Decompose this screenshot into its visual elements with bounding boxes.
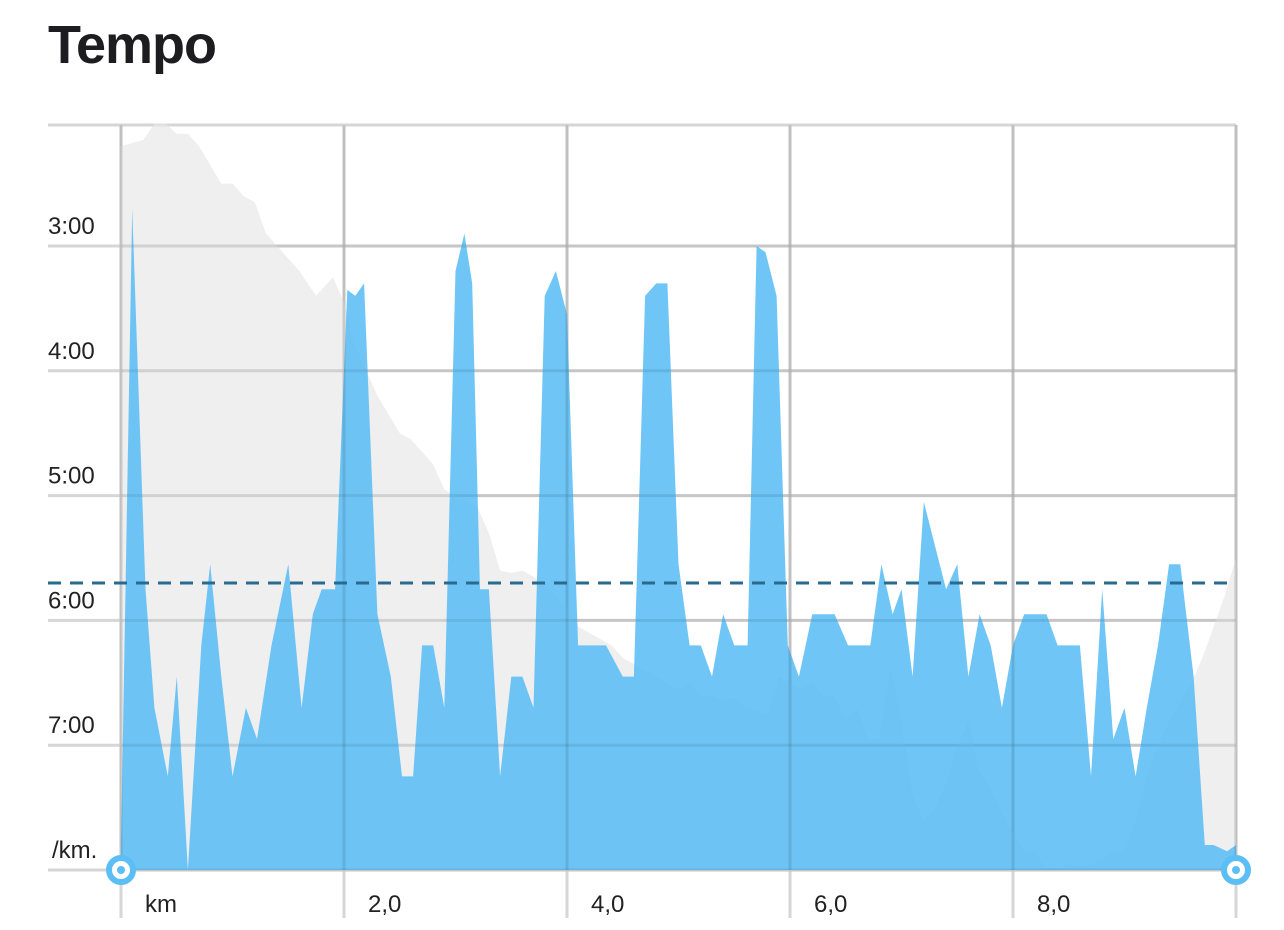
x-tick-labels: km 2,0 4,0 6,0 8,0	[145, 891, 1070, 918]
x-tick-label: 6,0	[814, 891, 847, 918]
range-handle-start[interactable]	[106, 855, 136, 885]
y-tick-label: 5:00	[48, 463, 95, 490]
elevation-area	[121, 123, 1236, 870]
page-title: Tempo	[48, 15, 217, 75]
y-tick-label: /km.	[52, 837, 97, 864]
handle-dot	[1232, 866, 1240, 874]
handle-dot	[117, 866, 125, 874]
x-tick-label: 8,0	[1037, 891, 1070, 918]
y-tick-label: 4:00	[48, 338, 95, 365]
y-tick-label: 6:00	[48, 587, 95, 614]
x-tick-label: km	[145, 891, 177, 918]
x-tick-label: 4,0	[591, 891, 624, 918]
pace-area	[121, 208, 1236, 871]
x-tick-label: 2,0	[368, 891, 401, 918]
y-tick-labels: 3:00 4:00 5:00 6:00 7:00/km.	[48, 213, 97, 864]
range-handle-end[interactable]	[1221, 855, 1251, 885]
y-tick-label: 7:00	[48, 712, 95, 739]
y-tick-label: 3:00	[48, 213, 95, 240]
